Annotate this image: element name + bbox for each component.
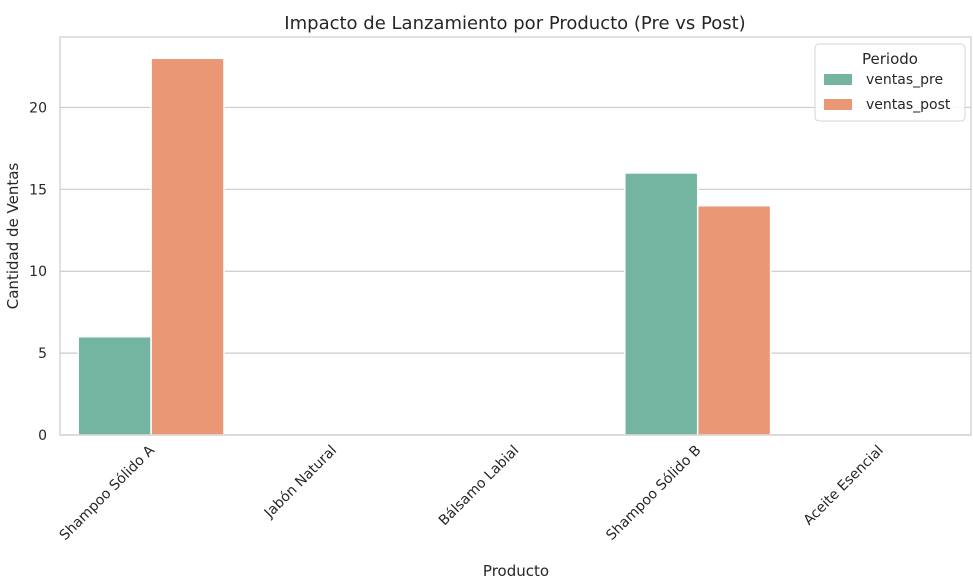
- y-tick-label: 0: [38, 428, 47, 444]
- chart-title: Impacto de Lanzamiento por Producto (Pre…: [284, 13, 745, 34]
- legend-box: [814, 43, 966, 122]
- legend-items: ventas_pre ventas_post: [824, 72, 951, 113]
- y-axis-label: Cantidad de Ventas: [4, 163, 22, 310]
- legend-swatch-ventas_pre: [824, 74, 852, 85]
- bars: [77, 57, 772, 436]
- bar-ventas_post-3: [696, 204, 772, 436]
- bar-ventas_post-0: [150, 57, 225, 436]
- y-tick-label: 5: [38, 346, 47, 362]
- legend-label-ventas_post: ventas_post: [866, 97, 951, 113]
- y-tick-label: 15: [29, 182, 47, 198]
- y-tick-label: 20: [29, 100, 47, 116]
- plot-frame: [59, 36, 972, 436]
- bar-ventas_pre-3: [624, 172, 699, 436]
- y-tick-label: 10: [29, 264, 47, 280]
- legend-label-ventas_pre: ventas_pre: [866, 72, 943, 88]
- y-tick-labels: 0 5 10 15 20: [29, 100, 47, 444]
- bar-ventas_pre-0: [77, 335, 152, 436]
- legend-title: Periodo: [862, 50, 918, 68]
- x-axis-label: Producto: [483, 562, 549, 580]
- legend-swatch-ventas_post: [824, 99, 852, 110]
- legend: Periodo ventas_pre ventas_post: [814, 43, 966, 122]
